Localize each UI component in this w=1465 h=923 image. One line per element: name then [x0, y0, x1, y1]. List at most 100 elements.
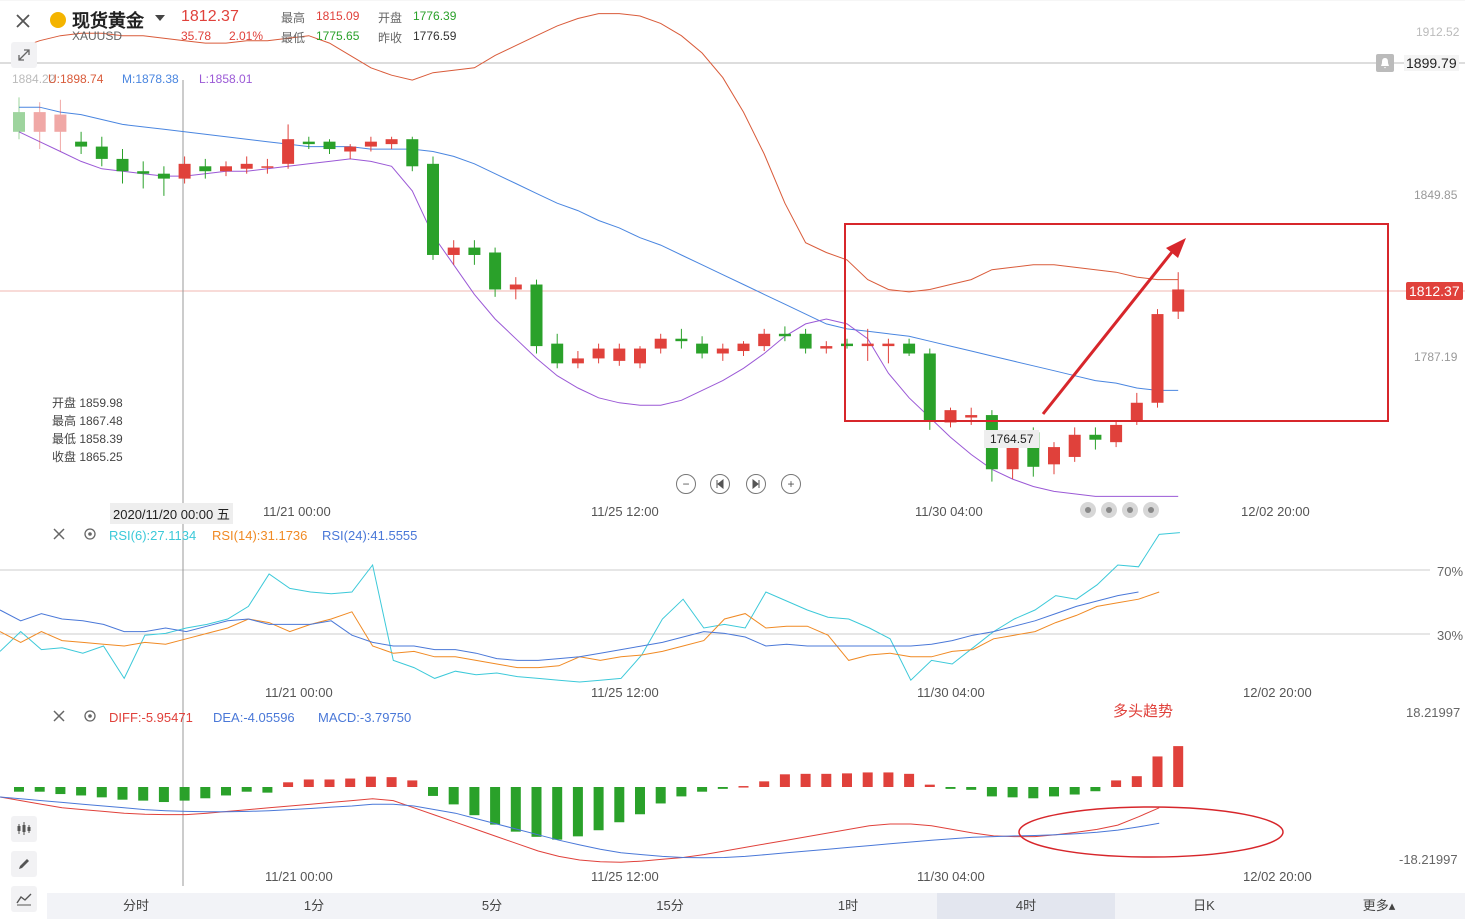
macd-bar-13 [283, 782, 294, 787]
rsi-line-0 [0, 532, 1180, 683]
macd-bar-42 [883, 772, 894, 787]
candle-31 [654, 333, 667, 354]
boll-upper-legend: U:1898.74 [48, 72, 104, 86]
macd-settings-button[interactable] [83, 709, 97, 726]
macd-bar-7 [158, 787, 169, 803]
candle-body-50 [1048, 447, 1060, 465]
macd-bar-11 [241, 787, 252, 792]
candle-body-26 [551, 343, 564, 364]
pencil-icon [19, 859, 29, 869]
boll-mid-legend: M:1878.38 [122, 72, 179, 86]
candle-45 [944, 407, 957, 428]
x-label-2: 11/25 12:00 [591, 504, 659, 519]
tab-3[interactable]: 15分 [656, 898, 684, 913]
macd-bar-32 [676, 787, 687, 797]
macd-x-label-2: 11/25 12:00 [591, 869, 659, 884]
macd-bar-40 [842, 773, 852, 787]
prev-close-label: 昨收 [378, 31, 403, 45]
rsi24-legend: RSI(24):41.5555 [322, 528, 418, 543]
rsi-settings-button[interactable] [83, 527, 97, 544]
zoom-in-button[interactable]: + [781, 474, 801, 494]
boll-lower-legend: L:1858.01 [199, 72, 253, 86]
candle-20 [427, 156, 439, 260]
macd-bar-44 [924, 784, 935, 787]
candle-body-39 [820, 346, 833, 349]
skip-forward-icon [752, 479, 760, 489]
macd-bar-54 [1131, 776, 1142, 787]
scroll-start-button[interactable] [710, 474, 730, 494]
ohlc-low: 最低 1858.39 [52, 432, 123, 446]
candle-36 [758, 328, 771, 352]
alert-bell-button[interactable] [1376, 54, 1394, 72]
rsi-level-70: 70% [1437, 564, 1464, 579]
indicator-dot-2[interactable] [1101, 502, 1117, 518]
low-price-marker: 1764.57 [984, 430, 1040, 448]
candle-4 [95, 136, 108, 167]
candle-40 [841, 338, 853, 349]
tab-1[interactable]: 1分 [303, 898, 325, 913]
scroll-end-button[interactable] [746, 474, 766, 494]
tab-0[interactable]: 分时 [122, 898, 149, 913]
candle-1 [33, 102, 46, 150]
macd-bar-51 [1069, 787, 1080, 795]
indicator-dot-1[interactable] [1080, 502, 1096, 518]
candle-body-22 [468, 247, 481, 255]
macd-bar-56 [1173, 746, 1184, 787]
trend-arrow-head [1166, 238, 1186, 258]
instrument-title[interactable]: 现货黄金 [72, 11, 144, 31]
macd-bar-22 [469, 787, 480, 816]
tab-6[interactable]: 日K [1193, 898, 1215, 913]
gear-icon [84, 710, 96, 722]
line-tool-button[interactable] [11, 886, 37, 912]
tab-2[interactable]: 5分 [481, 898, 503, 913]
candle-body-42 [882, 343, 895, 347]
collapse-button[interactable] [11, 42, 37, 68]
macd-bar-16 [345, 778, 356, 787]
macd-bar-17 [365, 776, 376, 787]
candle-body-13 [282, 139, 295, 164]
macd-value-legend: MACD:-3.79750 [318, 710, 412, 725]
macd-bar-43 [904, 773, 915, 787]
candle-body-4 [95, 146, 108, 159]
draw-tool-button[interactable] [11, 851, 37, 877]
candle-body-34 [716, 348, 729, 354]
trend-arrow-line [1041, 251, 1174, 415]
candle-body-6 [137, 171, 150, 174]
macd-bar-6 [138, 787, 149, 801]
rsi6-legend: RSI(6):27.1134 [109, 528, 197, 543]
close-button[interactable] [10, 8, 36, 34]
highlight-box [844, 223, 1389, 422]
indicator-tool-button[interactable] [11, 816, 37, 842]
candle-body-18 [385, 139, 398, 145]
chevron-down-icon[interactable] [155, 15, 165, 21]
instrument-symbol: XAUUSD [72, 29, 123, 43]
indicator-dot-3[interactable] [1122, 502, 1138, 518]
tab-7[interactable]: 更多▴ [1362, 898, 1396, 913]
price-change: 35.78 [181, 29, 212, 43]
macd-axis-bottom: -18.21997 [1399, 852, 1458, 867]
candle-body-24 [509, 284, 522, 290]
macd-x-label-1: 11/21 00:00 [265, 869, 333, 884]
macd-bar-38 [800, 773, 811, 787]
tab-4[interactable]: 1时 [837, 898, 859, 913]
candle-42 [882, 338, 895, 364]
boll-left-axis-label: 1884.22 [12, 72, 56, 86]
tab-5[interactable]: 4时 [937, 893, 1115, 919]
rsi-close-button[interactable] [52, 527, 66, 544]
candle-44 [923, 348, 936, 430]
candle-26 [551, 333, 564, 369]
indicator-dot-4[interactable] [1143, 502, 1159, 518]
candle-body-17 [364, 141, 377, 147]
candle-11 [240, 156, 253, 174]
candle-body-25 [530, 284, 543, 347]
candle-body-38 [799, 333, 812, 349]
macd-axis-top: 18.21997 [1406, 705, 1461, 720]
macd-bar-36 [759, 781, 770, 787]
macd-bar-41 [862, 772, 873, 787]
macd-close-button[interactable] [52, 709, 66, 726]
close-icon [16, 14, 30, 28]
zoom-out-button[interactable]: − [676, 474, 696, 494]
macd-bar-14 [303, 779, 314, 787]
candle-32 [675, 328, 688, 349]
